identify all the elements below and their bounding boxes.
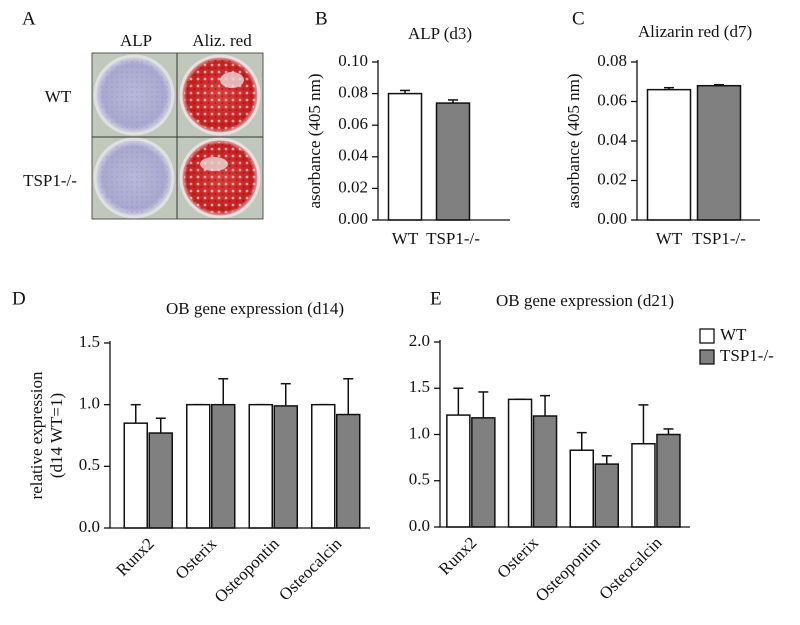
bar xyxy=(336,413,361,529)
x-tick-label: WT xyxy=(656,229,683,248)
x-tick-label: Osterix xyxy=(172,534,221,583)
bar xyxy=(471,417,496,528)
bar xyxy=(186,403,211,529)
chart-title: Alizarin red (d7) xyxy=(638,22,752,41)
y-tick-label: 1.5 xyxy=(79,332,100,351)
bar xyxy=(594,463,619,528)
x-tick-label: Osteopontin xyxy=(532,533,605,606)
bar xyxy=(387,92,423,221)
y-tick-label: 0.0 xyxy=(79,517,100,536)
y-tick-label: 1.0 xyxy=(409,423,430,442)
bar xyxy=(311,403,336,529)
y-tick-label: 0.08 xyxy=(597,51,627,70)
bar xyxy=(435,102,471,221)
legend-swatch xyxy=(699,328,715,344)
axes xyxy=(109,341,370,529)
y-tick-label: 0.04 xyxy=(597,130,627,149)
y-tick-label: 0.00 xyxy=(338,209,368,228)
y-tick-label: 1.5 xyxy=(409,377,430,396)
x-tick-label: Osterix xyxy=(493,533,542,582)
row-label: WT xyxy=(45,87,72,106)
row-label: TSP1-/- xyxy=(23,171,77,190)
x-tick-label: Runx2 xyxy=(435,533,480,578)
bar xyxy=(646,88,692,221)
legend-swatch xyxy=(699,349,715,365)
chart-title: OB gene expression (d21) xyxy=(496,291,674,310)
y-axis-label: (d14 WT=1) xyxy=(47,393,66,478)
column-label: Aliz. red xyxy=(192,31,252,50)
x-tick-label: WT xyxy=(392,229,419,248)
y-tick-label: 0.10 xyxy=(338,51,368,70)
y-axis-label: asorbance (405 nm) xyxy=(564,73,583,208)
y-tick-label: 0.5 xyxy=(79,455,100,474)
x-tick-label: TSP1-/- xyxy=(426,229,480,248)
bar xyxy=(532,415,558,528)
x-tick-label: Runx2 xyxy=(112,534,157,579)
y-tick-label: 0.06 xyxy=(338,114,368,133)
y-axis-label: asorbance (405 nm) xyxy=(305,73,324,208)
axes xyxy=(636,60,760,221)
x-tick-label: Osteocalcin xyxy=(275,534,346,605)
panel-letter: E xyxy=(430,288,442,309)
legend-label: WT xyxy=(720,325,747,344)
bar xyxy=(211,403,236,529)
y-axis-label: relative expression xyxy=(27,371,46,499)
bar xyxy=(696,84,742,221)
chart-title: OB gene expression (d14) xyxy=(166,299,344,318)
y-tick-label: 0.02 xyxy=(597,169,627,188)
y-tick-label: 0.04 xyxy=(338,146,368,165)
x-tick-label: Osteocalcin xyxy=(595,533,666,604)
y-tick-label: 0.06 xyxy=(597,90,627,109)
y-tick-label: 0.08 xyxy=(338,83,368,102)
x-tick-label: TSP1-/- xyxy=(692,229,746,248)
panel-letter: D xyxy=(12,288,26,309)
y-tick-label: 2.0 xyxy=(409,331,430,350)
bar xyxy=(656,433,681,528)
bar xyxy=(273,405,298,529)
y-tick-label: 0.0 xyxy=(409,516,430,535)
chart-title: ALP (d3) xyxy=(408,24,472,43)
bar xyxy=(507,398,533,528)
axes xyxy=(439,340,690,528)
well-plate xyxy=(91,52,264,220)
axes xyxy=(377,60,510,221)
bar xyxy=(248,403,273,529)
y-tick-label: 1.0 xyxy=(79,394,100,413)
bar xyxy=(446,414,471,528)
legend-label: TSP1-/- xyxy=(720,346,774,365)
column-label: ALP xyxy=(120,31,152,50)
panel-letter: B xyxy=(315,8,328,29)
bar xyxy=(148,432,173,529)
y-tick-label: 0.02 xyxy=(338,177,368,196)
x-tick-label: Osteopontin xyxy=(211,534,284,607)
panel-letter: A xyxy=(22,8,36,29)
bar xyxy=(631,443,656,528)
y-tick-label: 0.00 xyxy=(597,209,627,228)
y-tick-label: 0.5 xyxy=(409,470,430,489)
panel-letter: C xyxy=(572,8,585,29)
bar xyxy=(123,422,148,529)
bar xyxy=(569,449,594,528)
